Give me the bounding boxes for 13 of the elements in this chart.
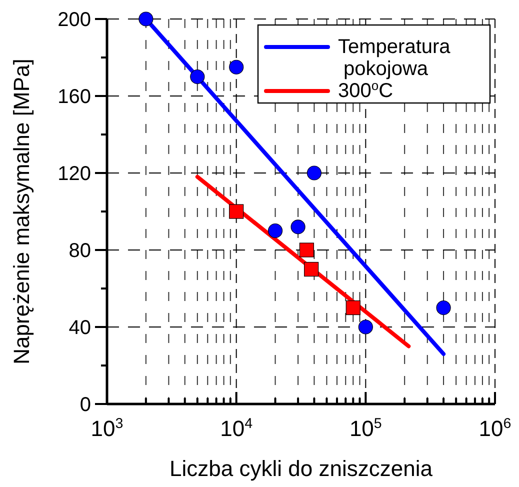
x-tick-label: 10$^{5}$ bbox=[349, 416, 382, 441]
legend-label: Temperatura pokojowa bbox=[338, 36, 452, 80]
y-tick-label: 0 bbox=[80, 394, 91, 416]
y-axis-title: Naprężenie maksymalne [MPa] bbox=[9, 58, 34, 364]
y-tick-label: 40 bbox=[68, 317, 91, 339]
y-tick-label: 80 bbox=[68, 240, 91, 262]
y-tick-label: 120 bbox=[58, 163, 91, 185]
x-tick-label: 10$^{3}$ bbox=[90, 416, 124, 441]
x-tick-label: 10$^{4}$ bbox=[220, 416, 253, 441]
y-tick-label: 160 bbox=[58, 86, 91, 108]
x-axis-title: Liczba cykli do zniszczenia bbox=[170, 456, 434, 481]
y-tick-label: 200 bbox=[58, 9, 91, 31]
x-tick-label: 10$^{6}$ bbox=[478, 416, 512, 441]
